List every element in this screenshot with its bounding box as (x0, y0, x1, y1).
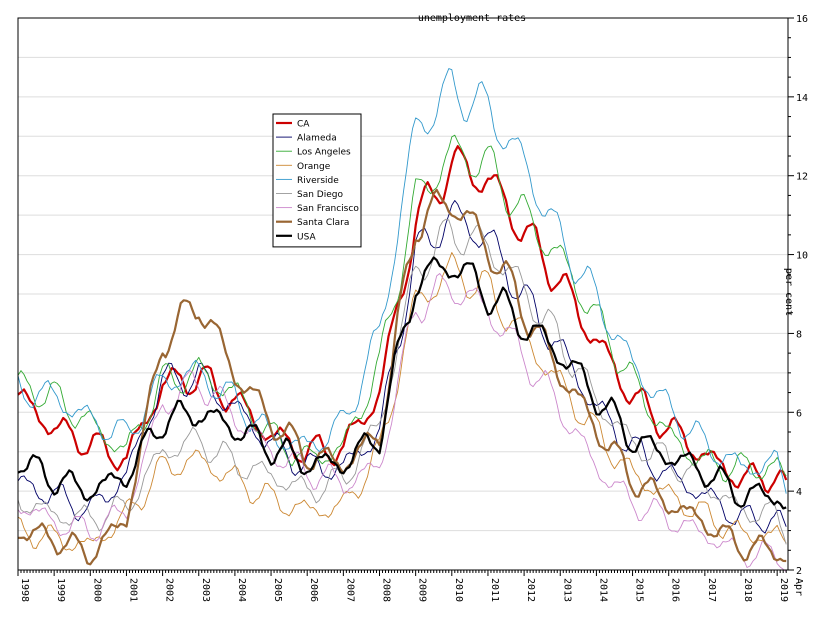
series-line-san-francisco (17, 273, 787, 573)
series-line-san-diego (17, 218, 787, 545)
y-axis-label: per cent (783, 268, 794, 316)
x-tick-label: 2006 (308, 578, 319, 602)
y-tick-label: 8 (796, 329, 802, 340)
x-tick-label: 2003 (200, 578, 211, 602)
legend-label: Alameda (297, 134, 337, 144)
grid (18, 17, 788, 571)
x-tick-label: 2001 (127, 578, 138, 602)
x-tick-label: 2011 (489, 578, 500, 602)
series-line-los-angeles (17, 134, 787, 483)
x-tick-label: 2013 (561, 578, 572, 602)
y-tick-label: 10 (796, 251, 808, 262)
chart-title: unemployment rates (418, 13, 526, 24)
legend-label: San Francisco (297, 204, 359, 214)
x-tick-label: 2018 (742, 578, 753, 602)
x-tick-label: 2007 (344, 578, 355, 602)
x-tick-label: 2012 (525, 578, 536, 602)
legend: CA Alameda Los Angeles Orange Riverside San D… (272, 113, 362, 248)
x-tick-label: 2017 (706, 578, 717, 602)
x-tick-label: 2004 (236, 578, 247, 602)
x-tick-label: Apr (793, 578, 804, 596)
x-tick-label: 2009 (417, 578, 428, 602)
y-tick-label: 12 (796, 172, 808, 183)
x-tick-label: 2014 (597, 578, 608, 602)
series-line-ca (17, 145, 788, 494)
series-lines (17, 68, 788, 573)
y-tick-label: 4 (796, 487, 802, 498)
x-tick-label: 2005 (272, 578, 283, 602)
legend-label: Santa Clara (297, 218, 349, 228)
x-tick-label: 1998 (19, 578, 30, 602)
y-tick-label: 2 (796, 566, 802, 577)
legend-label: Los Angeles (297, 148, 351, 158)
x-tick-label: 2019 (778, 578, 789, 602)
y-tick-label: 16 (796, 14, 808, 25)
x-tick-label: 2000 (91, 578, 102, 602)
axes: 2 4 6 8 10 12 14 16 1998 1999 2000 2001 2002 2003 2004… (17, 14, 808, 602)
x-tick-label: 2008 (381, 578, 392, 602)
legend-label: San Diego (297, 190, 343, 200)
legend-box (272, 113, 362, 248)
x-tick-label: 1999 (55, 578, 66, 602)
x-tick-label: 2015 (634, 578, 645, 602)
x-tick-label: 2010 (453, 578, 464, 602)
x-tick-label: 2002 (164, 578, 175, 602)
legend-label: Orange (297, 162, 331, 172)
legend-label: USA (297, 232, 316, 242)
y-tick-label: 14 (796, 93, 808, 104)
x-tick-label: 2016 (670, 578, 681, 602)
y-tick-label: 6 (796, 408, 802, 419)
legend-label: Riverside (297, 176, 339, 186)
legend-label: CA (297, 120, 310, 130)
series-line-usa (17, 256, 787, 510)
series-line-santa-clara (17, 188, 787, 566)
